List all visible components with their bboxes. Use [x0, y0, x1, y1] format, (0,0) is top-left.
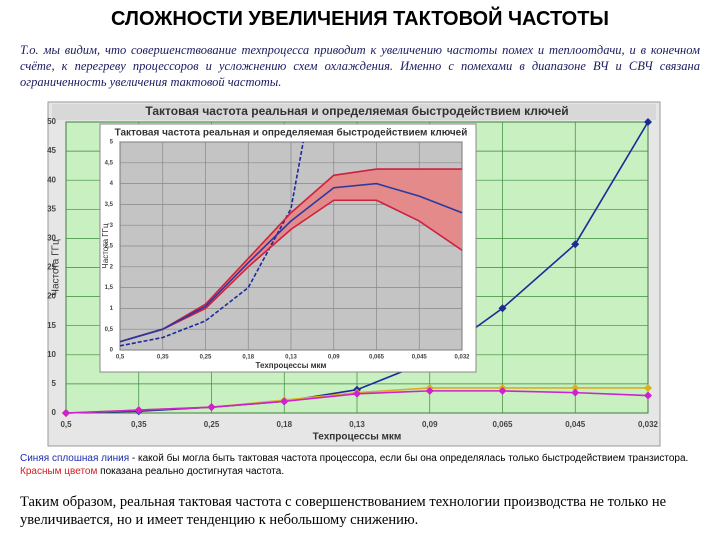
y-tick-label: 0	[52, 408, 57, 417]
x-tick-label: 0,032	[638, 420, 659, 429]
y-tick-label: 50	[47, 117, 56, 126]
slide-title: СЛОЖНОСТИ УВЕЛИЧЕНИЯ ТАКТОВОЙ ЧАСТОТЫ	[110, 8, 610, 30]
y-tick-label: 4,5	[105, 160, 114, 166]
series-line	[120, 182, 462, 343]
intro-text: Т.о. мы видим, что совершенствование тех…	[20, 43, 700, 89]
y-tick-label: 3,5	[105, 202, 114, 208]
chart-title: Тактовая частота реальная и определяемая…	[145, 104, 568, 118]
data-point	[207, 403, 216, 412]
series-group	[120, 142, 462, 347]
data-point	[62, 409, 70, 417]
x-tick-label: 0,13	[285, 355, 297, 361]
y-tick-label: 5	[52, 379, 57, 388]
x-tick-label: 0,065	[492, 420, 513, 429]
y-axis-label: Частота ГГц	[51, 239, 62, 296]
band-area	[120, 169, 462, 342]
x-tick-label: 0,045	[412, 355, 428, 361]
y-tick-label: 2,5	[105, 244, 114, 250]
y-tick-label: 35	[47, 204, 56, 213]
y-tick-label: 1,5	[105, 285, 114, 291]
x-tick-label: 0,5	[60, 420, 72, 429]
x-tick-label: 0,09	[328, 355, 340, 361]
y-tick-label: 1	[110, 306, 114, 312]
data-point	[498, 304, 507, 313]
y-axis-label: Частота ГГц	[101, 223, 110, 269]
data-point	[571, 388, 580, 397]
x-tick-label: 0,13	[349, 420, 365, 429]
title-bar	[52, 104, 656, 120]
y-tick-label: 15	[47, 321, 56, 330]
x-tick-label: 0,065	[369, 355, 385, 361]
y-tick-label: 25	[47, 263, 56, 272]
x-tick-label: 0,25	[200, 355, 212, 361]
data-point	[571, 240, 580, 249]
data-point	[644, 383, 652, 392]
data-point	[644, 118, 652, 126]
data-point	[498, 386, 507, 395]
x-tick-label: 0,25	[204, 420, 220, 429]
chart-title: Тактовая частота реальная и определяемая…	[115, 127, 468, 139]
data-point	[425, 386, 434, 395]
x-tick-label: 0,09	[422, 420, 438, 429]
y-tick-label: 45	[47, 146, 56, 155]
x-tick-label: 0,35	[131, 420, 147, 429]
x-axis-label: Техпроцессы мкм	[256, 361, 327, 370]
y-tick-label: 10	[47, 350, 56, 359]
y-tick-label: 3	[110, 223, 114, 229]
y-tick-label: 0,5	[105, 327, 114, 333]
caption: Синяя сплошная линия - какой бы могла бы…	[20, 452, 700, 478]
x-tick-label: 0,5	[116, 355, 125, 361]
x-tick-label: 0,18	[242, 355, 254, 361]
y-tick-label: 40	[47, 175, 56, 184]
x-tick-label: 0,045	[565, 420, 586, 429]
series-line	[120, 142, 305, 347]
caption-term: Синяя сплошная линия	[20, 453, 130, 464]
y-tick-label: 30	[47, 234, 56, 243]
y-tick-label: 20	[47, 292, 56, 301]
series-group	[62, 118, 652, 417]
x-tick-label: 0,35	[157, 355, 169, 361]
caption-text: показана реально достигнутая частота.	[97, 466, 285, 477]
caption-text: - какой бы могла быть тактовая частота п…	[129, 453, 689, 464]
y-tick-label: 2	[110, 264, 114, 270]
conclusion: Таким образом, реальная тактовая частота…	[20, 494, 667, 528]
data-point	[644, 391, 652, 400]
x-tick-label: 0,18	[276, 420, 292, 429]
caption-term: Красным цветом	[20, 466, 98, 477]
y-tick-label: 0	[110, 348, 114, 354]
y-tick-label: 4	[110, 181, 114, 187]
y-tick-label: 5	[110, 140, 114, 146]
x-tick-label: 0,032	[454, 355, 470, 361]
data-point	[353, 389, 361, 398]
data-point	[571, 383, 580, 392]
data-point	[280, 397, 289, 406]
data-point	[134, 406, 143, 415]
x-axis-label: Техпроцессы мкм	[313, 432, 402, 443]
